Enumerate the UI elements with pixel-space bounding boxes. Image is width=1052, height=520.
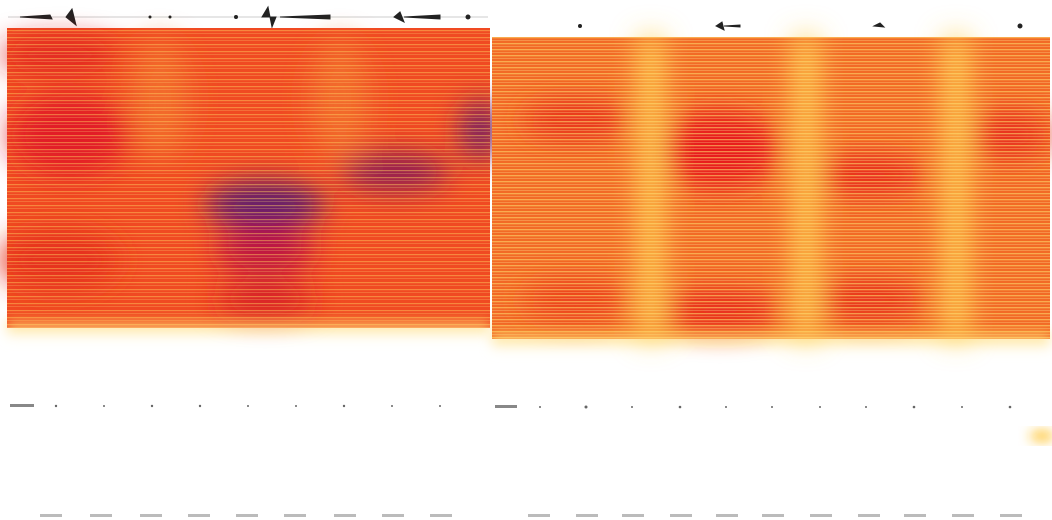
right-spectrogram	[492, 37, 1052, 441]
left-spectrogram	[0, 28, 500, 342]
axis-ticks	[40, 514, 1022, 517]
waveform	[8, 5, 1023, 31]
markers	[10, 404, 1012, 409]
